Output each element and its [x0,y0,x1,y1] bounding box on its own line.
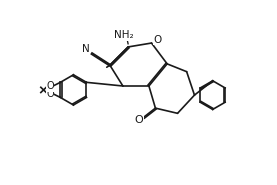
Text: O: O [153,35,161,45]
Text: O: O [46,89,54,99]
Text: N: N [82,44,90,54]
Text: O: O [135,115,143,125]
Text: O: O [46,81,54,91]
Text: NH₂: NH₂ [114,30,134,40]
